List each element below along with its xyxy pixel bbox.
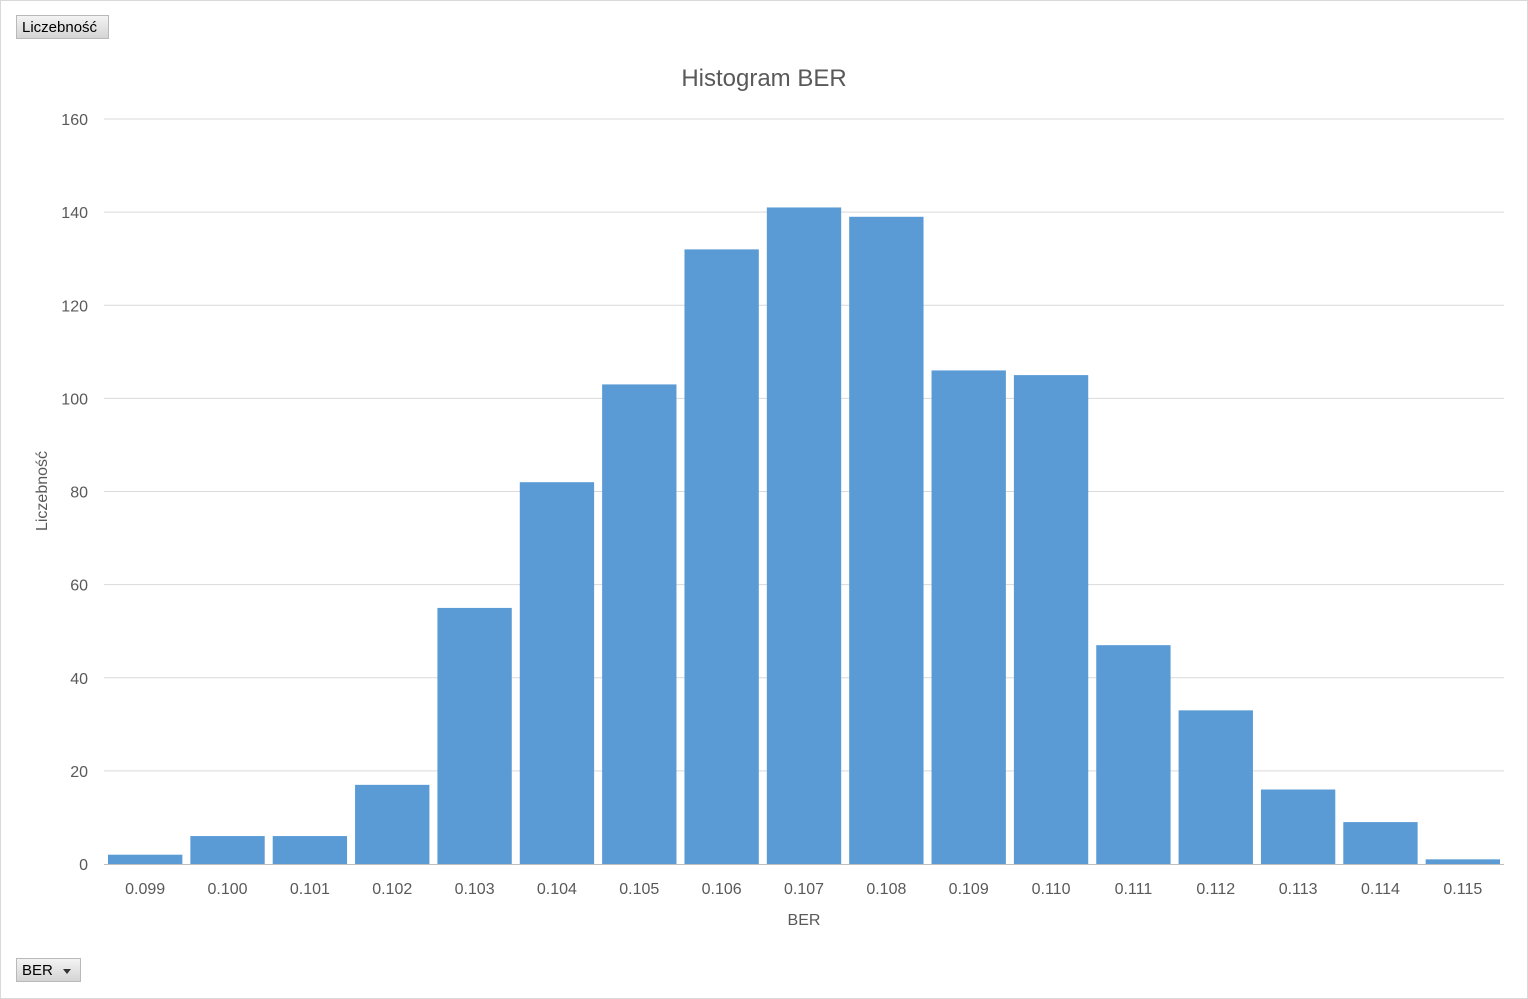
- bar-0.111[interactable]: [1096, 645, 1171, 864]
- x-tick-label: 0.111: [1115, 881, 1153, 898]
- bar-0.106[interactable]: [684, 249, 759, 864]
- x-tick-label: 0.100: [208, 881, 248, 898]
- x-tick-label: 0.106: [702, 881, 742, 898]
- x-tick-label: 0.101: [290, 881, 330, 898]
- bar-0.110[interactable]: [1013, 375, 1089, 864]
- x-tick-label: 0.110: [1032, 881, 1071, 898]
- y-tick-label: 20: [70, 764, 88, 781]
- x-tick-label: 0.107: [784, 881, 824, 898]
- y-axis-label: Liczebność: [34, 451, 51, 531]
- bar-0.107[interactable]: [766, 207, 842, 864]
- x-tick-label: 0.105: [619, 881, 659, 898]
- x-tick-label: 0.108: [866, 881, 906, 898]
- y-tick-label: 160: [61, 112, 88, 129]
- bar-0.114[interactable]: [1343, 822, 1418, 864]
- bar-0.115[interactable]: [1425, 859, 1500, 864]
- x-tick-label: 0.113: [1279, 881, 1318, 898]
- axis-field-button[interactable]: BER: [16, 958, 81, 982]
- bar-0.105[interactable]: [602, 384, 677, 864]
- y-tick-label: 80: [70, 485, 88, 502]
- bars: [108, 207, 1500, 864]
- chevron-down-icon[interactable]: [63, 969, 71, 974]
- x-axis-label: BER: [788, 912, 821, 929]
- y-tick-label: 140: [61, 205, 88, 222]
- x-tick-label: 0.103: [455, 881, 495, 898]
- bar-0.102[interactable]: [355, 784, 430, 864]
- y-tick-label: 100: [61, 391, 88, 408]
- x-axis-ticks: 0.099 0.100 0.101 0.102 0.103 0.104 0.105 0.106…: [125, 881, 1482, 898]
- bar-0.101[interactable]: [272, 836, 348, 864]
- bar-0.112[interactable]: [1178, 710, 1253, 864]
- y-tick-label: 120: [61, 298, 88, 315]
- x-tick-label: 0.099: [125, 881, 165, 898]
- bar-0.100[interactable]: [190, 836, 265, 864]
- y-tick-label: 60: [70, 578, 88, 595]
- value-field-button[interactable]: Liczebność: [16, 15, 109, 39]
- bar-0.109[interactable]: [931, 370, 1006, 864]
- x-tick-label: 0.112: [1196, 881, 1235, 898]
- bar-0.104[interactable]: [519, 482, 595, 864]
- x-tick-label: 0.115: [1443, 881, 1482, 898]
- chart-title: Histogram BER: [681, 65, 846, 92]
- y-tick-label: 0: [79, 857, 88, 874]
- y-axis-ticks: 0 20 40 60 80 100 120 140 160: [61, 112, 88, 874]
- bar-0.113[interactable]: [1260, 789, 1336, 865]
- x-tick-label: 0.114: [1361, 881, 1400, 898]
- y-tick-label: 40: [70, 671, 88, 688]
- x-tick-label: 0.104: [537, 881, 577, 898]
- bar-0.108[interactable]: [849, 216, 924, 864]
- x-tick-label: 0.102: [372, 881, 412, 898]
- x-tick-label: 0.109: [949, 881, 989, 898]
- bar-0.099[interactable]: [108, 854, 183, 864]
- axis-field-label: BER: [22, 962, 53, 979]
- bar-0.103[interactable]: [437, 607, 512, 864]
